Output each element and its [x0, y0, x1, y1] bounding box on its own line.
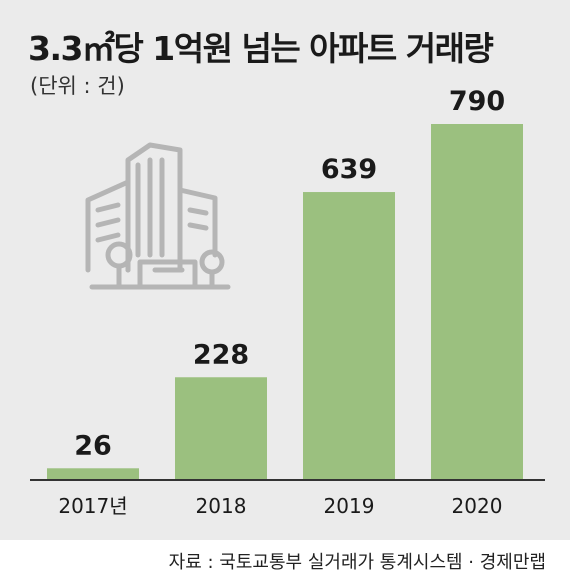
bar-2020: [431, 124, 523, 480]
value-label: 228: [193, 339, 249, 370]
bar-2017년: [47, 468, 139, 480]
source-note: 자료 : 국토교통부 실거래가 통계시스템 · 경제만랩: [168, 552, 546, 573]
value-label: 639: [321, 154, 377, 185]
value-label: 790: [449, 86, 505, 117]
chart-title: 3.3㎡당 1억원 넘는 아파트 거래량: [28, 29, 494, 68]
bar-chart: 26 228 639 790 2017년 2018 2019 2020: [30, 86, 545, 518]
apartment-buildings-icon: [85, 142, 231, 290]
unit-label: (단위 : 건): [30, 74, 125, 98]
bar-2018: [175, 377, 267, 480]
value-label: 26: [74, 430, 112, 461]
x-tick-label: 2018: [196, 494, 247, 518]
x-tick-label: 2017년: [58, 494, 127, 518]
bar-2019: [303, 192, 395, 480]
x-tick-label: 2019: [324, 494, 375, 518]
x-tick-label: 2020: [452, 494, 503, 518]
